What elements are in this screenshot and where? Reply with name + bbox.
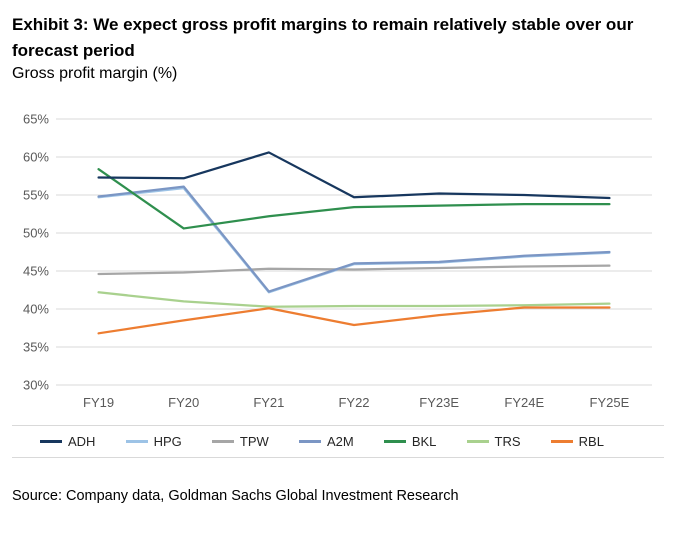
y-tick-label: 45%	[23, 264, 49, 279]
legend-label: TRS	[494, 434, 521, 449]
legend-swatch-hpg	[125, 440, 148, 443]
legend-label: A2M	[326, 434, 354, 449]
legend-item-bkl: BKL	[383, 434, 437, 449]
legend-swatch-adh	[40, 440, 62, 443]
legend-label: BKL	[411, 434, 437, 449]
legend-item-a2m: A2M	[298, 434, 354, 449]
source-note: Source: Company data, Goldman Sachs Glob…	[12, 488, 459, 504]
x-tick-label: FY21	[253, 395, 284, 410]
series-line-bkl	[97, 168, 611, 230]
line-chart: 30% 35% 40% 45% 50% 55% 60% 65% FY19 FY20 FY21 FY22…	[12, 105, 664, 458]
legend-label: TPW	[239, 434, 269, 449]
chart-legend: ADH HPG TPW A2M BKL TRS RBL	[12, 425, 664, 458]
x-tick-label: FY24E	[504, 395, 544, 410]
series-line-tpw	[97, 264, 611, 276]
plot-area: 30% 35% 40% 45% 50% 55% 60% 65% FY19 FY20 FY21 FY22…	[23, 112, 652, 410]
x-tick-label: FY19	[83, 395, 114, 410]
y-tick-label: 65%	[23, 112, 49, 127]
legend-item-hpg: HPG	[125, 434, 182, 449]
legend-item-tpw: TPW	[211, 434, 269, 449]
y-tick-label: 60%	[23, 150, 49, 165]
y-tick-label: 35%	[23, 340, 49, 355]
y-tick-label: 30%	[23, 378, 49, 393]
series-line-rbl	[97, 306, 611, 335]
chart-subtitle: Gross profit margin (%)	[12, 65, 178, 82]
series-line-adh	[97, 151, 611, 200]
x-tick-label: FY20	[168, 395, 199, 410]
legend-swatch-rbl	[550, 440, 573, 443]
legend-item-trs: TRS	[466, 434, 521, 449]
exhibit-page: Exhibit 3: We expect gross profit margin…	[12, 15, 664, 504]
x-tick-label: FY23E	[419, 395, 459, 410]
y-tick-label: 50%	[23, 226, 49, 241]
legend-label: ADH	[68, 434, 96, 449]
series-line-trs	[97, 291, 611, 308]
x-tick-label: FY25E	[590, 395, 630, 410]
legend-item-adh: ADH	[40, 434, 95, 449]
legend-swatch-tpw	[211, 440, 234, 443]
legend-label: HPG	[153, 434, 182, 449]
legend-label: RBL	[578, 434, 604, 449]
legend-swatch-a2m	[298, 440, 321, 443]
x-tick-label: FY22	[338, 395, 369, 410]
exhibit-title: Exhibit 3: We expect gross profit margin…	[12, 15, 634, 60]
legend-swatch-bkl	[383, 440, 406, 443]
y-tick-label: 40%	[23, 302, 49, 317]
y-tick-label: 55%	[23, 188, 49, 203]
series-line-a2m	[97, 185, 611, 293]
legend-swatch-trs	[466, 440, 489, 443]
legend-item-rbl: RBL	[550, 434, 604, 449]
